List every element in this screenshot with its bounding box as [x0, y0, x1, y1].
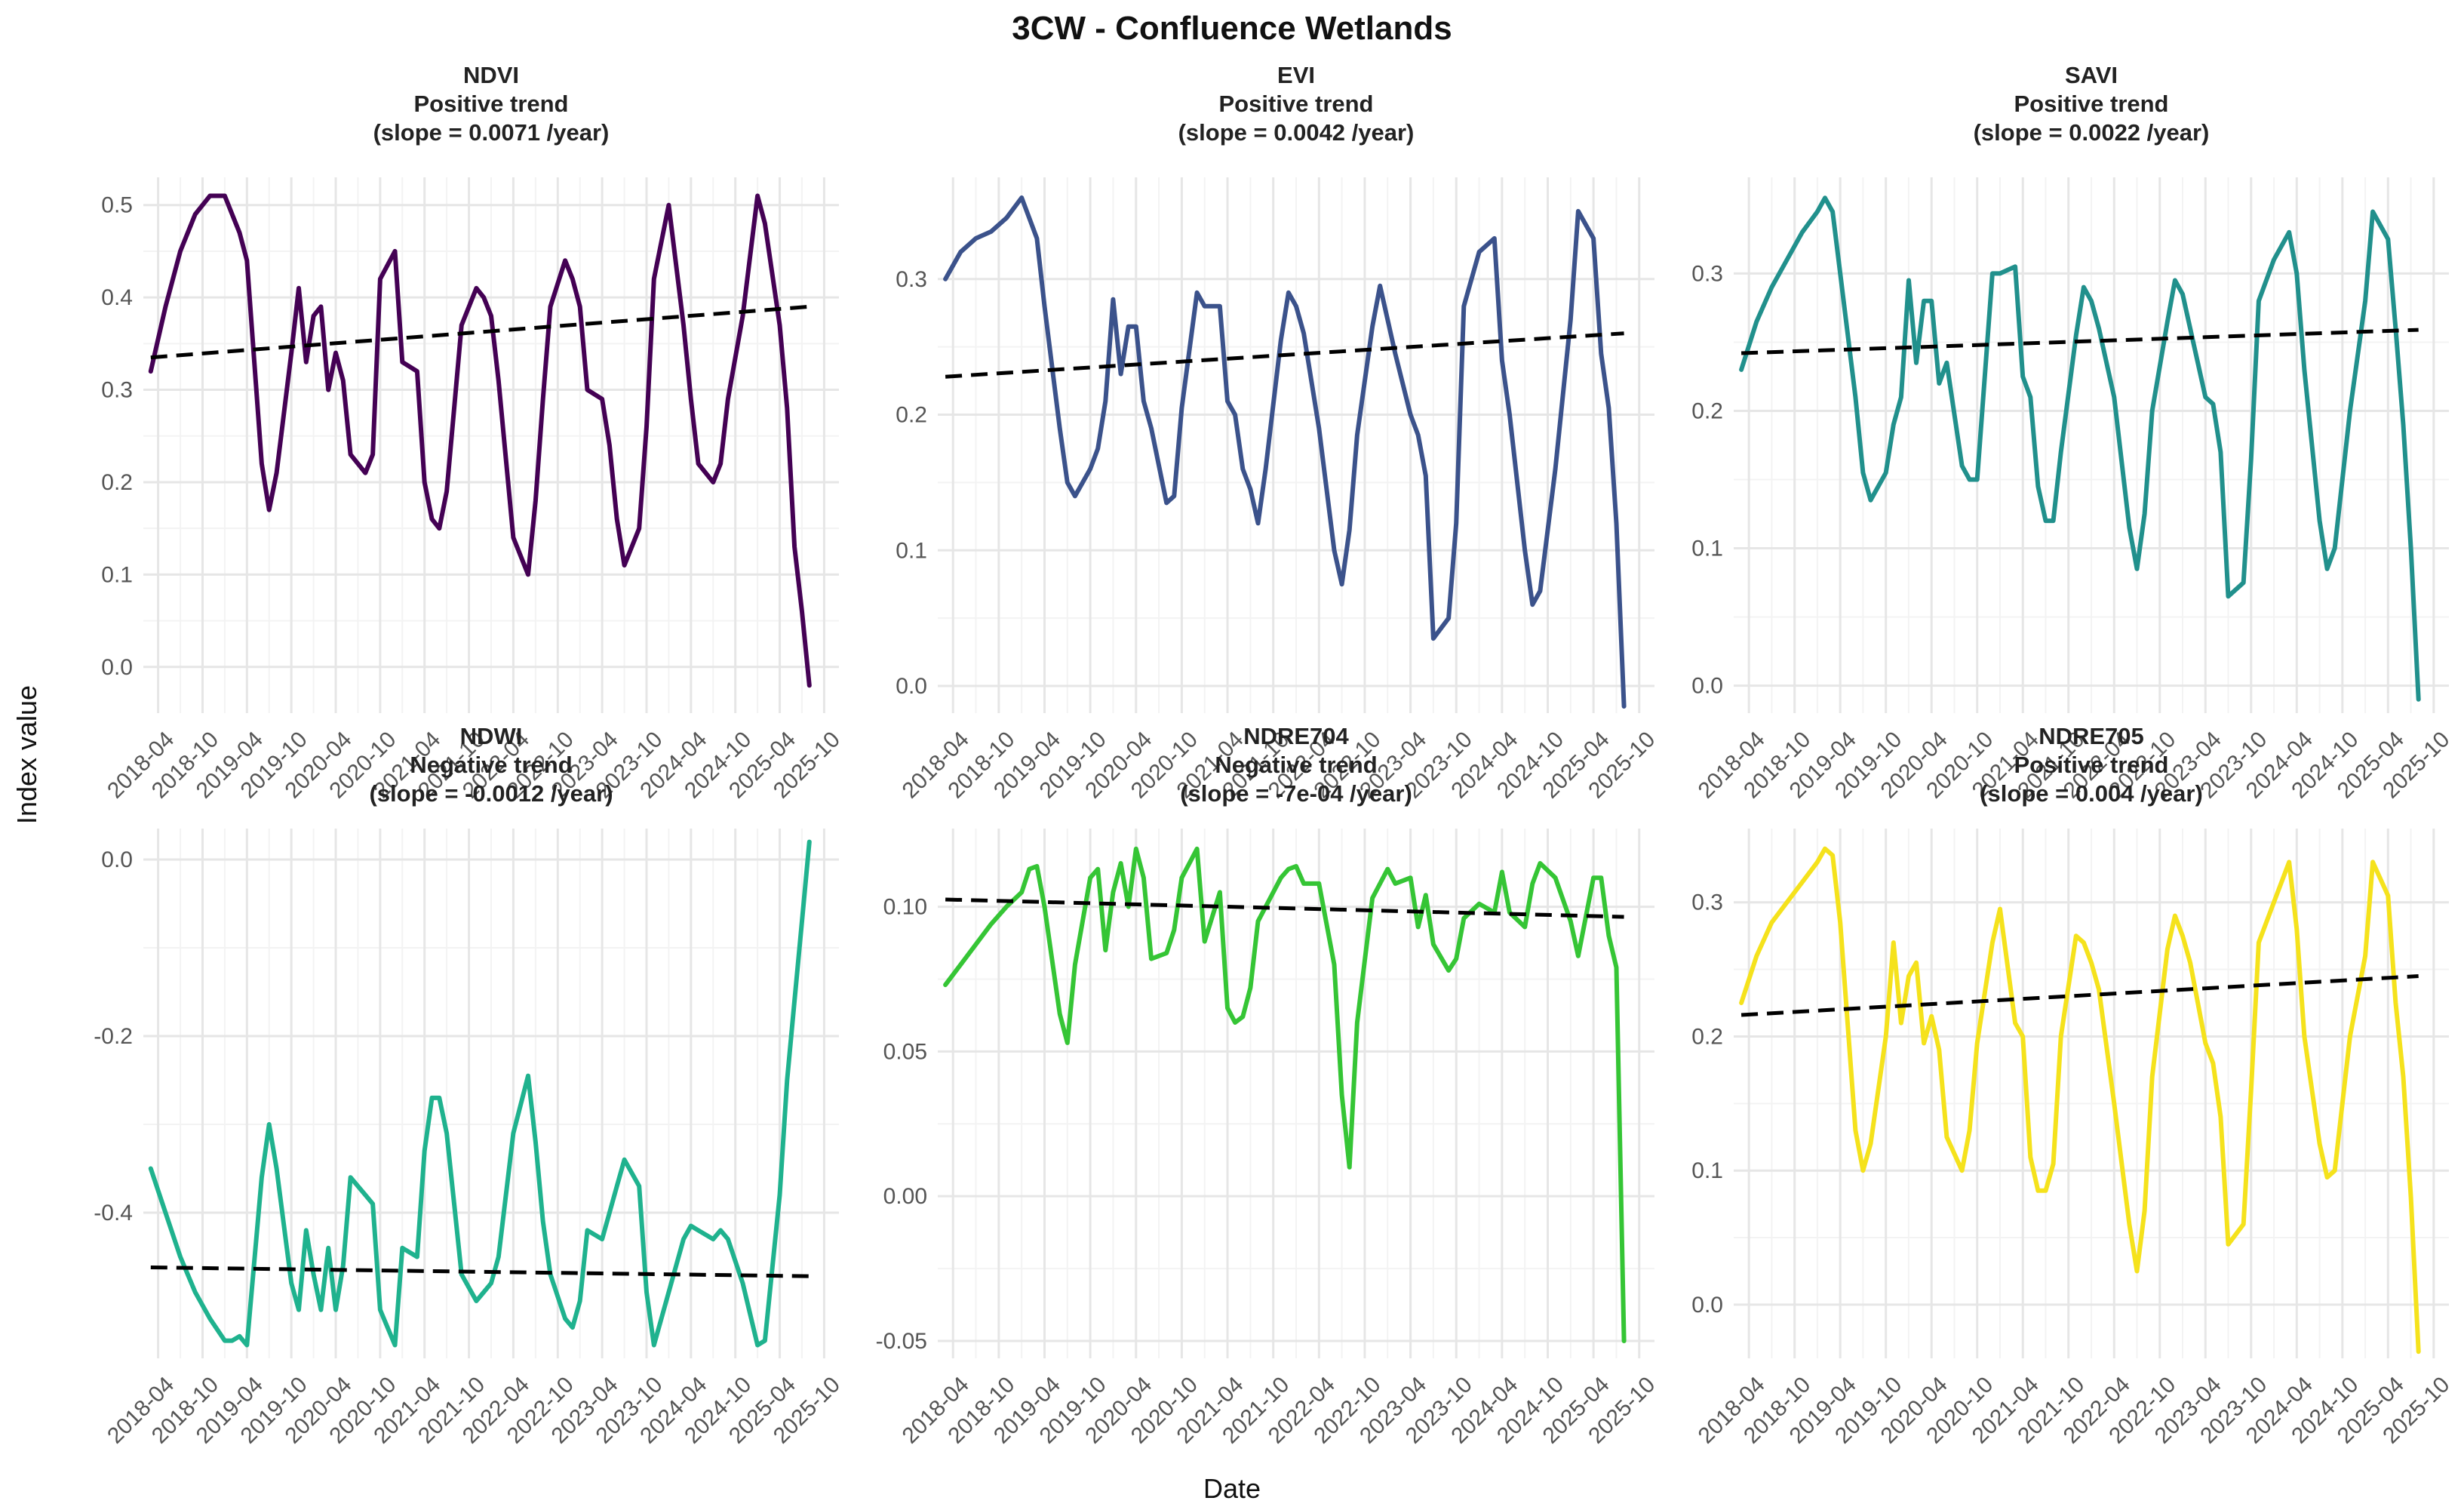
- y-tick-label: 0.1: [101, 562, 133, 587]
- panel-slope-label: (slope = 0.0071 /year): [373, 119, 610, 146]
- panel-slope-label: (slope = 0.004 /year): [1980, 780, 2203, 807]
- panel-slope-label: (slope = -0.0012 /year): [369, 780, 613, 807]
- series-line-savi: [1739, 195, 2421, 702]
- series-line-ndre705: [1739, 846, 2421, 1355]
- panel-title: NDWI: [460, 723, 523, 749]
- y-tick-label: 0.10: [883, 895, 927, 920]
- trend-line: [1740, 328, 2419, 355]
- trend-line: [150, 1265, 810, 1278]
- y-tick-label: -0.4: [94, 1201, 133, 1226]
- trend-line: [150, 304, 810, 360]
- y-tick-label: -0.05: [876, 1329, 927, 1354]
- panel-title: SAVI: [2065, 62, 2118, 88]
- y-tick-label: -0.2: [94, 1024, 133, 1049]
- y-tick-label: 0.0: [896, 674, 927, 699]
- y-tick-label: 0.0: [1691, 1293, 1723, 1318]
- panel-title: NDVI: [463, 62, 519, 88]
- panel-slope-label: (slope = -7e-04 /year): [1180, 780, 1412, 807]
- y-tick-label: 0.1: [1691, 537, 1723, 561]
- y-tick-label: 0.1: [896, 538, 927, 563]
- y-tick-label: 0.2: [1691, 398, 1723, 423]
- y-tick-label: 0.0: [101, 847, 133, 872]
- series-line-evi: [943, 195, 1627, 709]
- y-axis-label: Index value: [11, 685, 42, 824]
- series-line-ndvi: [148, 193, 812, 688]
- y-tick-label: 0.00: [883, 1184, 927, 1209]
- y-tick-label: 0.3: [896, 267, 927, 292]
- panel-trend-label: Negative trend: [410, 752, 572, 778]
- series-line-ndwi: [148, 839, 812, 1348]
- y-tick-label: 0.3: [1691, 890, 1723, 915]
- y-tick-label: 0.05: [883, 1039, 927, 1064]
- trend-line: [945, 331, 1624, 379]
- panel-title: NDRE705: [2038, 723, 2144, 749]
- y-tick-label: 0.3: [101, 378, 133, 403]
- panel-title: NDRE704: [1243, 723, 1349, 749]
- panel-trend-label: Positive trend: [414, 91, 569, 117]
- panel-slope-label: (slope = 0.0022 /year): [1974, 119, 2210, 146]
- y-tick-label: 0.1: [1691, 1158, 1723, 1183]
- y-tick-label: 0.3: [1691, 261, 1723, 286]
- y-tick-label: 0.2: [896, 403, 927, 428]
- y-tick-label: 0.0: [101, 655, 133, 680]
- y-tick-label: 0.0: [1691, 674, 1723, 699]
- y-tick-label: 0.2: [1691, 1024, 1723, 1049]
- panel-slope-label: (slope = 0.0042 /year): [1178, 119, 1415, 146]
- panel-trend-label: Negative trend: [1215, 752, 1377, 778]
- y-tick-label: 0.5: [101, 193, 133, 218]
- y-tick-label: 0.2: [101, 470, 133, 495]
- panel-trend-label: Positive trend: [2014, 752, 2169, 778]
- panel-title: EVI: [1277, 62, 1315, 88]
- y-tick-label: 0.4: [101, 285, 133, 310]
- x-axis-label: Date: [1203, 1473, 1261, 1504]
- trend-line: [1740, 973, 2419, 1017]
- series-line-ndre704: [943, 846, 1627, 1343]
- panel-trend-label: Positive trend: [1219, 91, 1374, 117]
- trend-line: [945, 897, 1624, 919]
- panel-trend-label: Positive trend: [2014, 91, 2169, 117]
- figure-title: 3CW - Confluence Wetlands: [1012, 10, 1452, 47]
